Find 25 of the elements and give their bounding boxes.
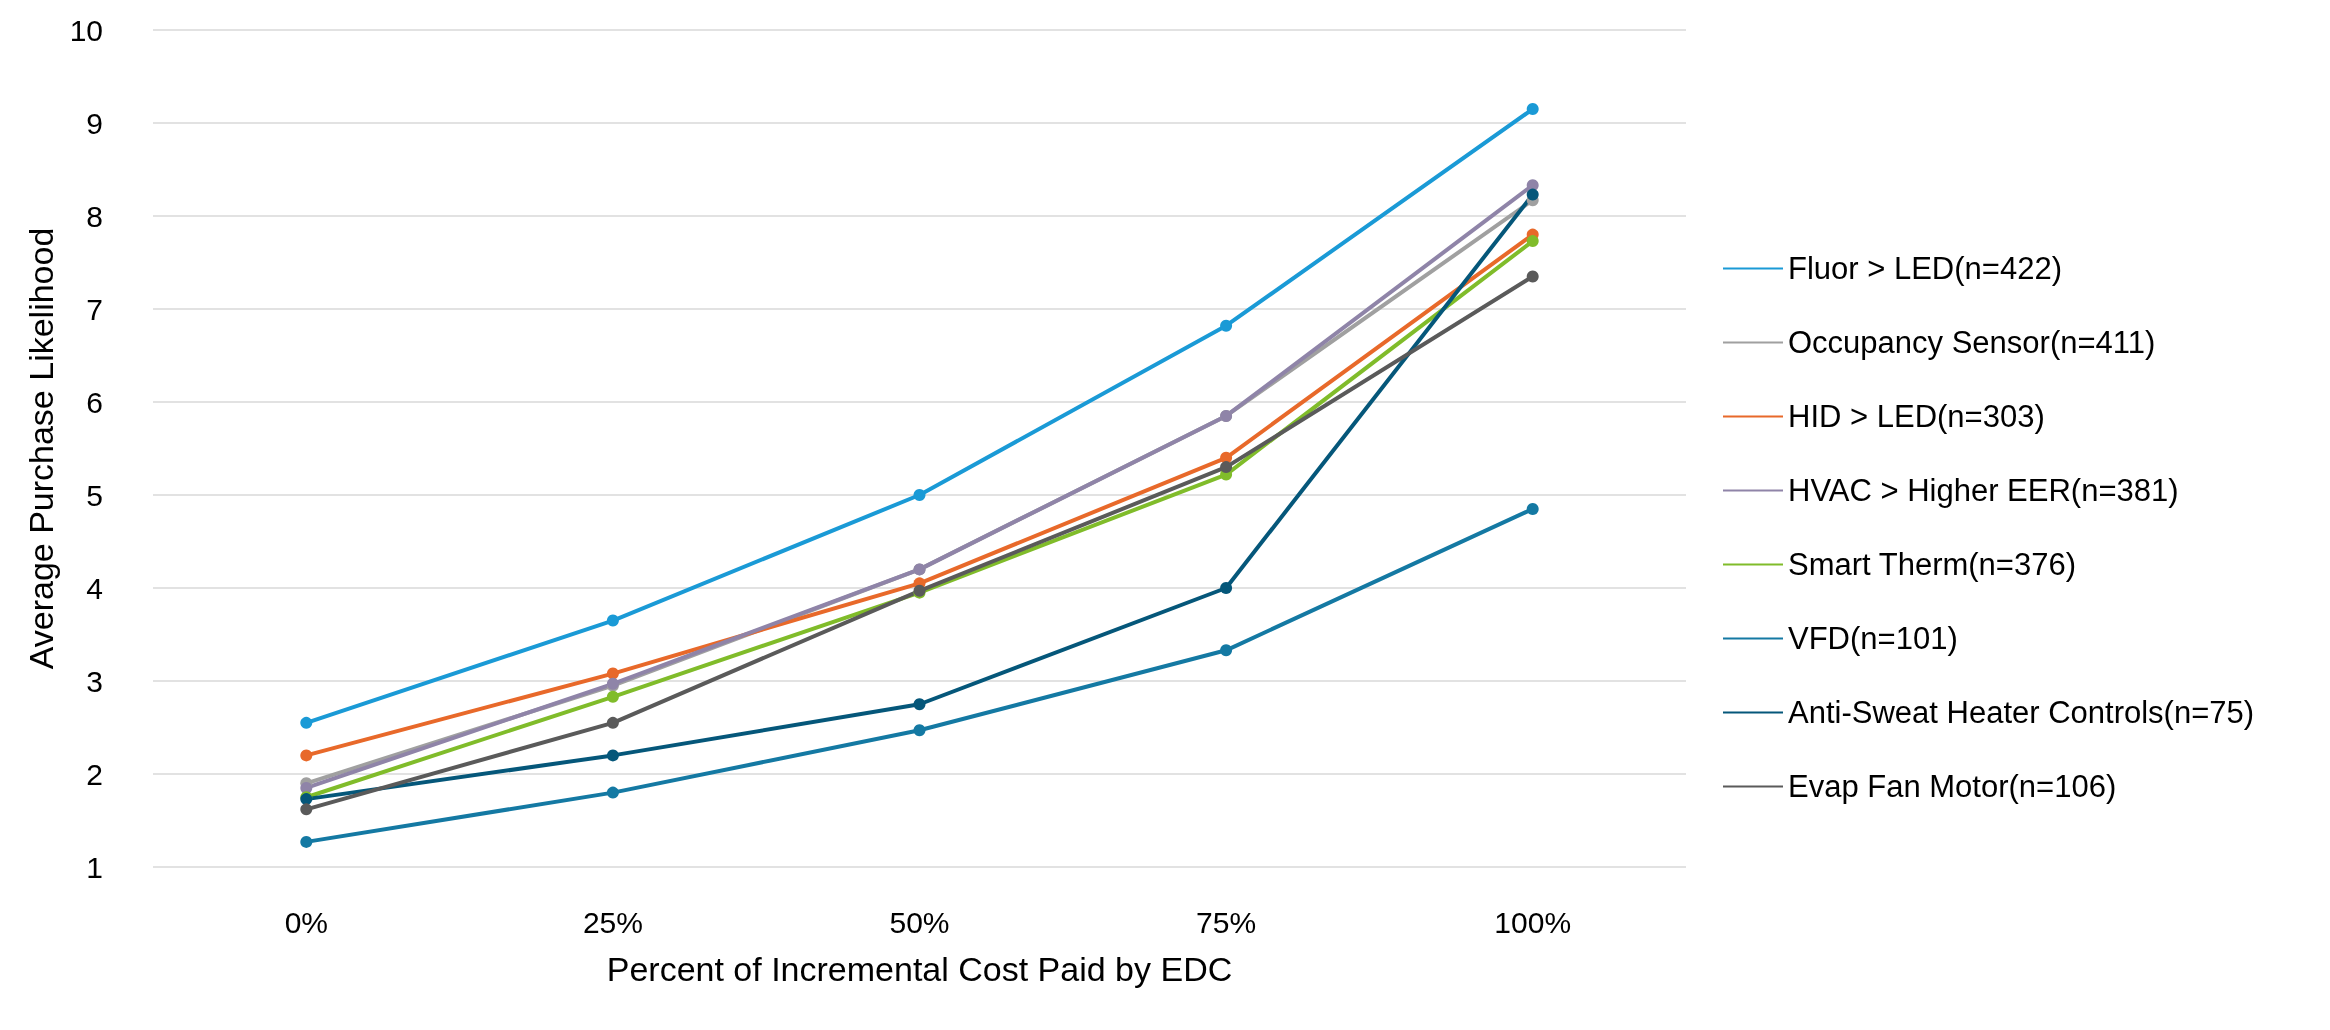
y-tick-label: 7 xyxy=(86,292,103,326)
y-tick-label: 9 xyxy=(86,106,103,140)
y-tick-label: 3 xyxy=(86,664,103,698)
y-tick-label: 10 xyxy=(69,13,103,47)
y-tick-label: 5 xyxy=(86,478,103,512)
y-tick-label: 1 xyxy=(86,850,103,884)
x-tick-label: 100% xyxy=(1494,905,1572,939)
x-tick-label: 25% xyxy=(582,905,643,939)
x-axis-title: Percent of Incremental Cost Paid by EDC xyxy=(606,950,1233,988)
legend-label: HID > LED(n=303) xyxy=(1788,399,2045,434)
x-tick-label: 75% xyxy=(1196,905,1257,939)
x-tick-label: 0% xyxy=(284,905,328,939)
legend-label: Anti-Sweat Heater Controls(n=75) xyxy=(1788,695,2255,730)
legend-label: Fluor > LED(n=422) xyxy=(1788,251,2062,286)
legend-label: Evap Fan Motor(n=106) xyxy=(1788,769,2117,804)
legend-label: Occupancy Sensor(n=411) xyxy=(1788,325,2156,360)
y-tick-label: 8 xyxy=(86,199,103,233)
legend-label: Smart Therm(n=376) xyxy=(1788,547,2077,582)
legend-label: HVAC > Higher EER(n=381) xyxy=(1788,473,2179,508)
y-tick-label: 6 xyxy=(86,385,103,419)
x-tick-label: 50% xyxy=(889,905,950,939)
legend-label: VFD(n=101) xyxy=(1788,621,1958,656)
y-tick-label: 2 xyxy=(86,757,103,791)
y-axis-title: Average Purchase Likelihood xyxy=(22,227,60,670)
y-tick-label: 4 xyxy=(86,571,103,605)
